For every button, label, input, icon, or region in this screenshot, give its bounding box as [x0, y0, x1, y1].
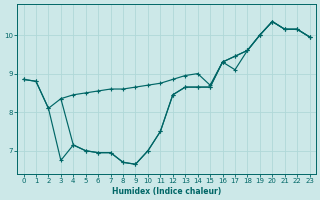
- X-axis label: Humidex (Indice chaleur): Humidex (Indice chaleur): [112, 187, 221, 196]
